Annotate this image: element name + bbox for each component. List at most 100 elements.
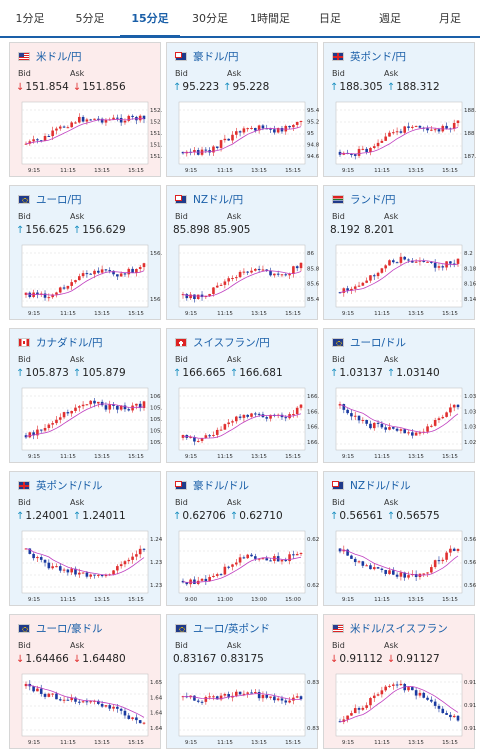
card-title[interactable]: NZドル/ドル (332, 478, 411, 493)
bid-ask-labels: Bid Ask (18, 69, 122, 78)
card-title[interactable]: 英ポンド/円 (332, 49, 406, 64)
tab-1[interactable]: 5分足 (75, 12, 105, 25)
candle-body (196, 440, 200, 442)
candle-body (384, 265, 387, 269)
x-tick-label: 13:15 (251, 740, 267, 746)
candle-body (223, 424, 227, 430)
currency-card[interactable]: ユーロ/豪ドルBidAsk↓1.64466↓1.644801.651.6481.… (9, 614, 162, 749)
card-title[interactable]: カナダドル/円 (18, 335, 103, 350)
candle-body (357, 285, 361, 287)
card-title[interactable]: ユーロ/英ポンド (175, 621, 270, 636)
card-title[interactable]: 米ドル/円 (18, 49, 82, 64)
currency-card[interactable]: NZドル/ドルBidAsk↑0.56561↑0.565750.5660.5650… (323, 471, 476, 606)
currency-card[interactable]: 英ポンド/円BidAsk↑188.305↑188.312188.5188187.… (323, 42, 476, 177)
currency-card[interactable]: 豪ドル/円 Bid Ask ↑95.223 ↑95.228 95.4 95.2 95 94.8 9… (166, 42, 319, 177)
currency-card[interactable]: スイスフラン/円BidAsk↑166.665↑166.681166.8166.6… (166, 328, 319, 463)
candle-body (380, 268, 384, 273)
candle-body (215, 429, 219, 435)
currency-card[interactable]: 米ドル/スイスフランBidAsk↓0.91112↓0.911270.9120.9… (323, 614, 476, 749)
candle-body (77, 572, 81, 575)
currency-card[interactable]: ランド/円 Bid Ask 8.192 8.201 8.2 8.18 8.16 8.14 9:15… (323, 185, 476, 320)
x-tick-label: 9:15 (185, 454, 198, 460)
candle-body (411, 126, 414, 128)
tab-4[interactable]: 1時間足 (250, 12, 290, 25)
candle-body (399, 572, 403, 577)
candle-body (384, 427, 387, 430)
arrow-up-icon: ↑ (173, 511, 182, 522)
candle-body (449, 548, 452, 553)
candle-body (131, 556, 134, 560)
x-tick-label: 15:15 (285, 454, 301, 460)
ask-label: Ask (384, 641, 399, 650)
candle-body (246, 554, 250, 559)
currency-card[interactable]: 豪ドル/ドルBidAsk↑0.62706↑0.627100.6260.6249:… (166, 471, 319, 606)
candle-body (108, 270, 112, 272)
candle-body (441, 708, 445, 714)
bid-price: 1.24001 (25, 510, 69, 522)
candle-body (395, 262, 399, 264)
tab-2[interactable]: 15分足 (120, 0, 180, 38)
card-title[interactable]: 豪ドル/ドル (175, 478, 249, 493)
bid-price: 95.223 (182, 81, 220, 93)
card-title[interactable]: NZドル/円 (175, 192, 243, 207)
candle-body (269, 414, 272, 419)
card-title[interactable]: 英ポンド/ドル (18, 478, 103, 493)
tab-5[interactable]: 日足 (319, 12, 341, 25)
currency-card[interactable]: ユーロ/円BidAsk↑156.625↑156.629156.51569:151… (9, 185, 162, 320)
y-tick-label: 0.626 (307, 537, 319, 543)
tab-7[interactable]: 月足 (439, 12, 461, 25)
bid-ask-labels: Bid Ask (332, 641, 436, 650)
price-chart: 156.5 156 9:15 11:15 13:15 15:15 (21, 244, 162, 317)
prices: ↑0.62706 ↑0.62710 (173, 510, 287, 522)
candle-body (97, 118, 100, 120)
currency-card[interactable]: NZドル/円 Bid Ask 85.898 85.905 86 85.8 85.6 85.4 9:… (166, 185, 319, 320)
candle-body (250, 270, 253, 273)
candle-body (414, 125, 418, 127)
bid-price: 1.03137 (339, 367, 383, 379)
candle-body (254, 413, 257, 415)
currency-card[interactable]: カナダドル/円BidAsk↑105.873↑105.879106105.8105… (9, 328, 162, 463)
card-title[interactable]: ランド/円 (332, 192, 396, 207)
x-tick-label: 9:15 (185, 168, 198, 174)
candle-body (212, 696, 215, 698)
candle-body (70, 282, 73, 286)
card-title[interactable]: 豪ドル/円 (175, 49, 239, 64)
candle-body (357, 415, 361, 421)
candle-body (116, 405, 119, 410)
y-tick-label: 85.4 (307, 297, 319, 303)
candle-body (342, 719, 346, 722)
tab-3[interactable]: 30分足 (192, 12, 228, 25)
card-title[interactable]: ユーロ/円 (18, 192, 82, 207)
candle-body (437, 560, 441, 562)
candle-body (193, 294, 196, 299)
ask-price: 166.681 (239, 367, 283, 379)
ask-price: 156.629 (82, 224, 126, 236)
candle-body (284, 125, 288, 132)
ask-label: Ask (384, 212, 399, 221)
y-tick-label: 105.6 (150, 417, 162, 423)
candle-body (70, 122, 73, 128)
moving-average-line (25, 118, 144, 145)
currency-card[interactable]: 英ポンド/ドルBidAsk↑1.24001↑1.240111.241.2391.… (9, 471, 162, 606)
bid-price: 156.625 (25, 224, 69, 236)
candle-body (399, 429, 403, 431)
candle-body (238, 271, 242, 278)
tab-6[interactable]: 週足 (379, 12, 401, 25)
candle-body (269, 128, 272, 130)
card-title[interactable]: 米ドル/スイスフラン (332, 621, 448, 636)
candle-body (223, 138, 227, 141)
candle-body (62, 126, 66, 128)
candle-body (269, 696, 272, 698)
card-title[interactable]: スイスフラン/円 (175, 335, 270, 350)
arrow-down-icon: ↓ (16, 82, 25, 93)
x-tick-label: 13:15 (251, 311, 267, 317)
tab-0[interactable]: 1分足 (15, 12, 45, 25)
ask-price: 85.905 (213, 224, 251, 236)
pair-name: 豪ドル/円 (193, 51, 239, 63)
x-tick-label: 9:15 (342, 454, 355, 460)
currency-card[interactable]: ユーロ/ドルBidAsk↑1.03137↑1.031401.0321.0311.… (323, 328, 476, 463)
currency-card[interactable]: 米ドル/円BidAsk↓151.854↓151.856152.2152151.8… (9, 42, 162, 177)
card-title[interactable]: ユーロ/豪ドル (18, 621, 103, 636)
card-title[interactable]: ユーロ/ドル (332, 335, 406, 350)
